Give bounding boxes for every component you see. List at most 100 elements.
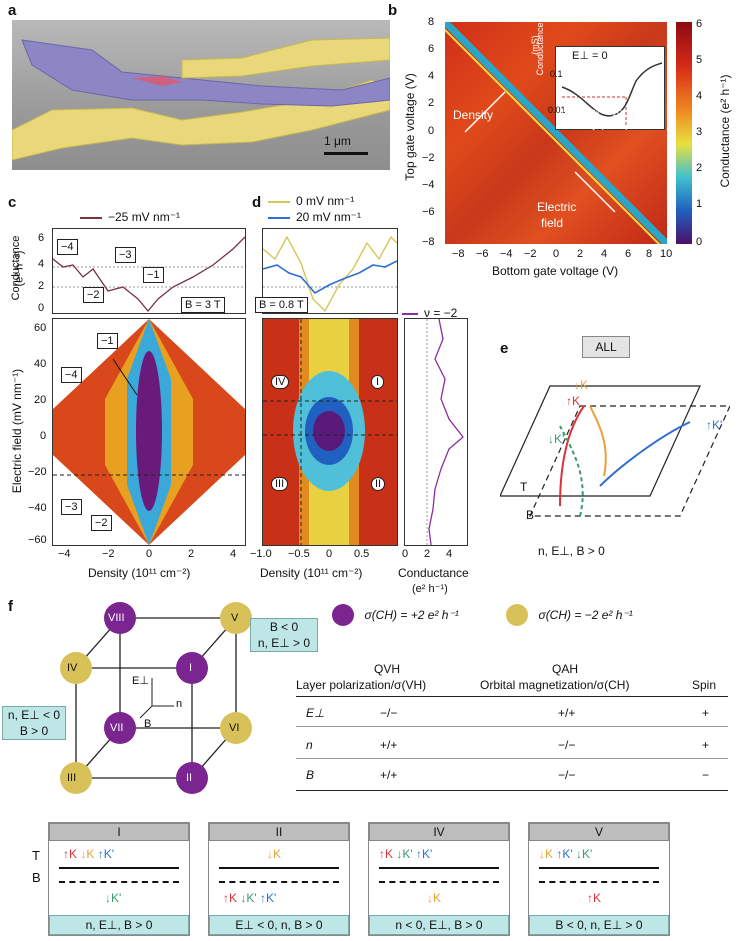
d-xtick-3: 0 <box>326 548 333 560</box>
b-ylabel: Top gate voltage (V) <box>403 73 417 181</box>
state-IV-bot-1: ↓K <box>427 891 442 905</box>
state-I-cap: n, E⊥, B > 0 <box>49 915 189 935</box>
b-xtick-8: 6 <box>625 248 632 260</box>
legend-purple-dot <box>332 604 354 626</box>
sem-image: 1 μm <box>11 20 391 170</box>
c-legend-text: −25 mV nm⁻¹ <box>108 210 181 224</box>
state-IV: IV ↑K ↓K' ↑K' ↓K n < 0, E⊥, B > 0 <box>368 822 510 936</box>
b-xtick-7: 4 <box>601 248 608 260</box>
vertex-vi: VI <box>229 722 240 734</box>
c-ylabel: Electric field (mV nm⁻¹) <box>10 368 24 494</box>
d-cond-xtick-2: 2 <box>424 548 431 560</box>
c-map: −1 −4 −3 −2 <box>52 318 246 546</box>
state-V-top-2: ↑K' <box>556 847 573 861</box>
b-xtick-10: 10 <box>660 248 673 260</box>
table-rule-bottom <box>296 790 728 791</box>
table-rule-1 <box>296 726 728 727</box>
d-legend-0-swatch <box>268 200 290 203</box>
d-legend-0-text: 0 mV nm⁻¹ <box>296 194 355 208</box>
b-ann-field-2: field <box>541 216 564 230</box>
cb-label: Conductance (e² h⁻¹) <box>718 74 732 188</box>
d-cond-plot <box>404 318 468 546</box>
d-cond-xtick-3: 4 <box>446 548 453 560</box>
state-II-top-1: ↓K <box>267 847 282 861</box>
inset-xticks: 10⁷ 10⁸ 10⁹ 10¹⁰ <box>560 108 653 119</box>
panel-f-label: f <box>8 598 13 615</box>
panel-a-label: a <box>8 2 17 19</box>
c-ytick-6: −40 <box>28 502 47 514</box>
all-button[interactable]: ALL <box>582 336 630 358</box>
d-nu-legend: ν = −2 <box>402 306 457 320</box>
d-nu-swatch <box>402 312 418 315</box>
b-xtick-5: 0 <box>553 248 560 260</box>
d-legend-0: 0 mV nm⁻¹ <box>268 194 354 208</box>
th-qvh: QVH <box>374 662 401 676</box>
state-II: II ↓K ↑K ↓K' ↑K' E⊥ < 0, n, B > 0 <box>208 822 350 936</box>
f-row-T: T <box>32 848 40 863</box>
d-xtick-4: 0.5 <box>354 548 370 560</box>
state-I: I ↑K ↓K ↑K' ↓K' n, E⊥, B > 0 <box>48 822 190 936</box>
b-xtick-6: 2 <box>577 248 584 260</box>
c-map-box-m1: −1 <box>97 333 118 349</box>
axis-B: B <box>144 718 152 730</box>
th-orbital: Orbital magnetization/σ(CH) <box>480 678 630 692</box>
f-box-left-2: B > 0 <box>19 724 49 738</box>
table-rule-top <box>296 696 728 697</box>
d-legend-20-swatch <box>268 216 290 219</box>
row-1-label: E⊥ <box>306 706 325 720</box>
c-ytick-5: −20 <box>28 466 47 478</box>
state-IV-cap: n < 0, E⊥, B > 0 <box>369 915 509 935</box>
inset-xtick-4: 10¹⁰ <box>636 108 654 118</box>
row-2-qah: −/− <box>558 738 576 752</box>
inset-ytick-1: 0.1 <box>550 69 563 79</box>
row-1-spin: + <box>702 706 710 720</box>
state-V-bot-1: ↑K <box>587 891 602 905</box>
state-IV-title: IV <box>369 823 509 841</box>
inset-xlabel: Density (cm⁻²) <box>564 120 629 131</box>
c-legend-swatch <box>80 216 102 219</box>
b-xtick-1: −8 <box>452 248 465 260</box>
cb-tick-1: 6 <box>696 18 703 30</box>
row-1-qvh: −/− <box>380 706 398 720</box>
f-cube: VIII V IV I VII VI III II E⊥ n B <box>0 598 320 808</box>
c-ytick-2: 40 <box>34 358 47 370</box>
b-ytick-2: 6 <box>428 43 435 55</box>
d-legend-20: 20 mV nm⁻¹ <box>268 210 361 224</box>
f-row-B: B <box>32 870 41 885</box>
b-ytick-5: 0 <box>428 125 435 137</box>
c-ytick-3: 20 <box>34 394 47 406</box>
row-3-qvh: +/+ <box>380 768 398 782</box>
b-xtick-3: −4 <box>500 248 513 260</box>
d-marker-iv: IV <box>271 375 290 389</box>
c-xlabel: Density (10¹¹ cm⁻²) <box>88 566 191 580</box>
vertex-iv: IV <box>67 662 78 674</box>
c-box-m2: −2 <box>83 287 104 303</box>
d-map: IV I III II <box>262 318 398 546</box>
c-field-text: B = 3 T <box>181 297 225 313</box>
d-xlabel: Density (10¹¹ cm⁻²) <box>260 566 363 580</box>
d-cond-xlabel-2: (e² h⁻¹) <box>412 583 448 595</box>
inset-ytick-2: 0.01 <box>548 105 566 115</box>
b-colorbar <box>676 22 692 244</box>
state-I-top-3: ↑K' <box>97 847 115 861</box>
panel-c-label: c <box>8 194 17 211</box>
c-xtick-1: −4 <box>58 548 71 560</box>
inset-xtick-1: 10⁷ <box>560 108 574 118</box>
c-box-m3: −3 <box>115 247 136 263</box>
cb-tick-5: 2 <box>696 162 703 174</box>
c-box-m4: −4 <box>57 239 78 255</box>
d-cond-xtick-1: 0 <box>402 548 409 560</box>
e-diagram-svg <box>499 385 731 517</box>
state-I-line-B <box>59 881 179 883</box>
state-V-line-B <box>539 881 659 883</box>
f-box-top: B < 0 n, E⊥ > 0 <box>250 618 318 652</box>
legend-gold: σ(CH) = −2 e² h⁻¹ <box>506 604 633 626</box>
state-V-title: V <box>529 823 669 841</box>
inset-xtick-3: 10⁹ <box>612 108 626 118</box>
c-top-ytick-3: 2 <box>38 280 45 292</box>
legend-purple-text: σ(CH) = +2 e² h⁻¹ <box>364 608 459 622</box>
axis-eperp: E⊥ <box>132 675 149 687</box>
c-ytick-7: −60 <box>28 534 47 546</box>
d-cond-curve <box>426 318 464 546</box>
device-micrograph <box>11 37 391 161</box>
